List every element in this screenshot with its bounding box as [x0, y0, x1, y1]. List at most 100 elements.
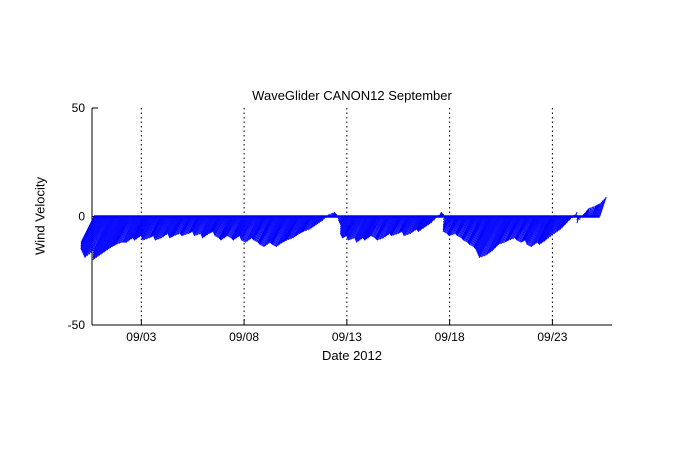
wind-stick — [391, 216, 403, 237]
wind-stick — [242, 216, 257, 242]
wind-stick — [338, 216, 343, 223]
wind-stick — [594, 203, 600, 217]
wind-stick — [411, 216, 421, 233]
wind-stick — [435, 216, 438, 218]
wind-stick — [404, 216, 417, 236]
wind-stick — [101, 216, 122, 254]
wind-stick — [502, 216, 517, 244]
wind-stick — [462, 216, 477, 241]
wind-stick — [262, 216, 279, 247]
wind-stick — [335, 213, 337, 217]
wind-stick — [523, 216, 538, 242]
wind-stick — [399, 216, 409, 234]
wind-stick — [179, 216, 190, 235]
wind-stick — [442, 216, 447, 223]
wind-stick — [416, 216, 426, 231]
wind-stick — [80, 216, 97, 247]
wind-stick — [526, 216, 542, 244]
wind-stick — [394, 216, 405, 236]
wind-stick — [256, 216, 271, 243]
wind-stick — [547, 216, 561, 239]
wind-stick — [517, 216, 532, 242]
wind-stick — [259, 216, 276, 245]
wind-stick — [228, 216, 241, 238]
wind-stick — [92, 216, 115, 258]
wind-stick — [344, 216, 357, 237]
wind-stick — [263, 216, 280, 248]
wind-stick — [354, 216, 366, 239]
wind-stick — [243, 216, 258, 243]
wind-stick — [80, 216, 99, 250]
wind-stick — [191, 216, 202, 232]
wind-stick — [540, 216, 556, 244]
wind-stick — [239, 216, 252, 238]
wind-stick — [248, 216, 261, 241]
wind-stick — [350, 216, 364, 240]
wind-stick — [461, 216, 475, 240]
wind-stick — [587, 207, 592, 217]
wind-stick — [459, 216, 472, 238]
wind-stick — [392, 216, 404, 236]
wind-stick — [231, 216, 244, 239]
wind-stick — [152, 216, 165, 237]
wind-stick — [363, 216, 377, 240]
wind-stick — [415, 216, 424, 230]
wind-stick — [92, 216, 112, 254]
wind-stick — [162, 216, 174, 238]
wind-stick — [168, 216, 179, 237]
wind-stick — [506, 216, 520, 242]
wind-stick — [84, 216, 107, 258]
wind-stick — [403, 216, 416, 237]
wind-stick — [372, 216, 385, 238]
wind-stick — [140, 216, 153, 237]
wind-stick — [586, 207, 590, 217]
wind-stick — [549, 216, 562, 238]
wind-stick — [92, 216, 111, 252]
wind-stick — [112, 216, 129, 247]
wind-stick — [133, 216, 147, 241]
wind-stick — [355, 216, 368, 241]
wind-stick — [522, 216, 537, 242]
wind-stick — [252, 216, 267, 241]
wind-stick — [367, 216, 381, 239]
x-tick-label: 09/13 — [332, 330, 362, 344]
wind-stick — [470, 216, 488, 247]
wind-stick — [440, 213, 443, 217]
wind-stick — [443, 216, 445, 218]
wind-stick — [249, 216, 263, 240]
y-tick-label: 0 — [78, 210, 85, 224]
wind-stick — [88, 216, 109, 255]
wind-stick — [142, 216, 157, 241]
wind-stick — [108, 216, 126, 250]
wind-stick — [337, 216, 341, 220]
wind-stick — [455, 216, 466, 235]
wind-stick — [428, 216, 435, 225]
wind-stick — [218, 216, 231, 239]
wind-stick — [340, 216, 352, 237]
x-tick-label: 09/23 — [537, 330, 567, 344]
wind-stick — [208, 216, 218, 235]
wind-stick — [398, 216, 408, 234]
wind-stick — [477, 216, 499, 255]
wind-stick — [128, 216, 142, 241]
x-tick-label: 09/18 — [435, 330, 465, 344]
wind-stick — [234, 216, 248, 240]
wind-stick — [232, 216, 246, 241]
wind-stick — [156, 216, 170, 241]
wind-stick — [561, 216, 569, 229]
wind-stick — [252, 216, 266, 240]
wind-stick — [447, 216, 458, 235]
wind-stick — [201, 216, 213, 238]
wind-stick — [227, 216, 240, 237]
wind-stick — [492, 216, 511, 250]
wind-stick — [210, 216, 220, 234]
wind-stick — [559, 216, 568, 230]
wind-stick — [362, 216, 376, 239]
wind-stick — [558, 216, 567, 231]
wind-stick — [133, 216, 146, 240]
wind-stick — [496, 216, 513, 247]
wind-stick — [574, 211, 578, 217]
wind-stick — [474, 216, 493, 249]
wind-stick — [121, 216, 136, 243]
wind-stick — [307, 216, 316, 231]
